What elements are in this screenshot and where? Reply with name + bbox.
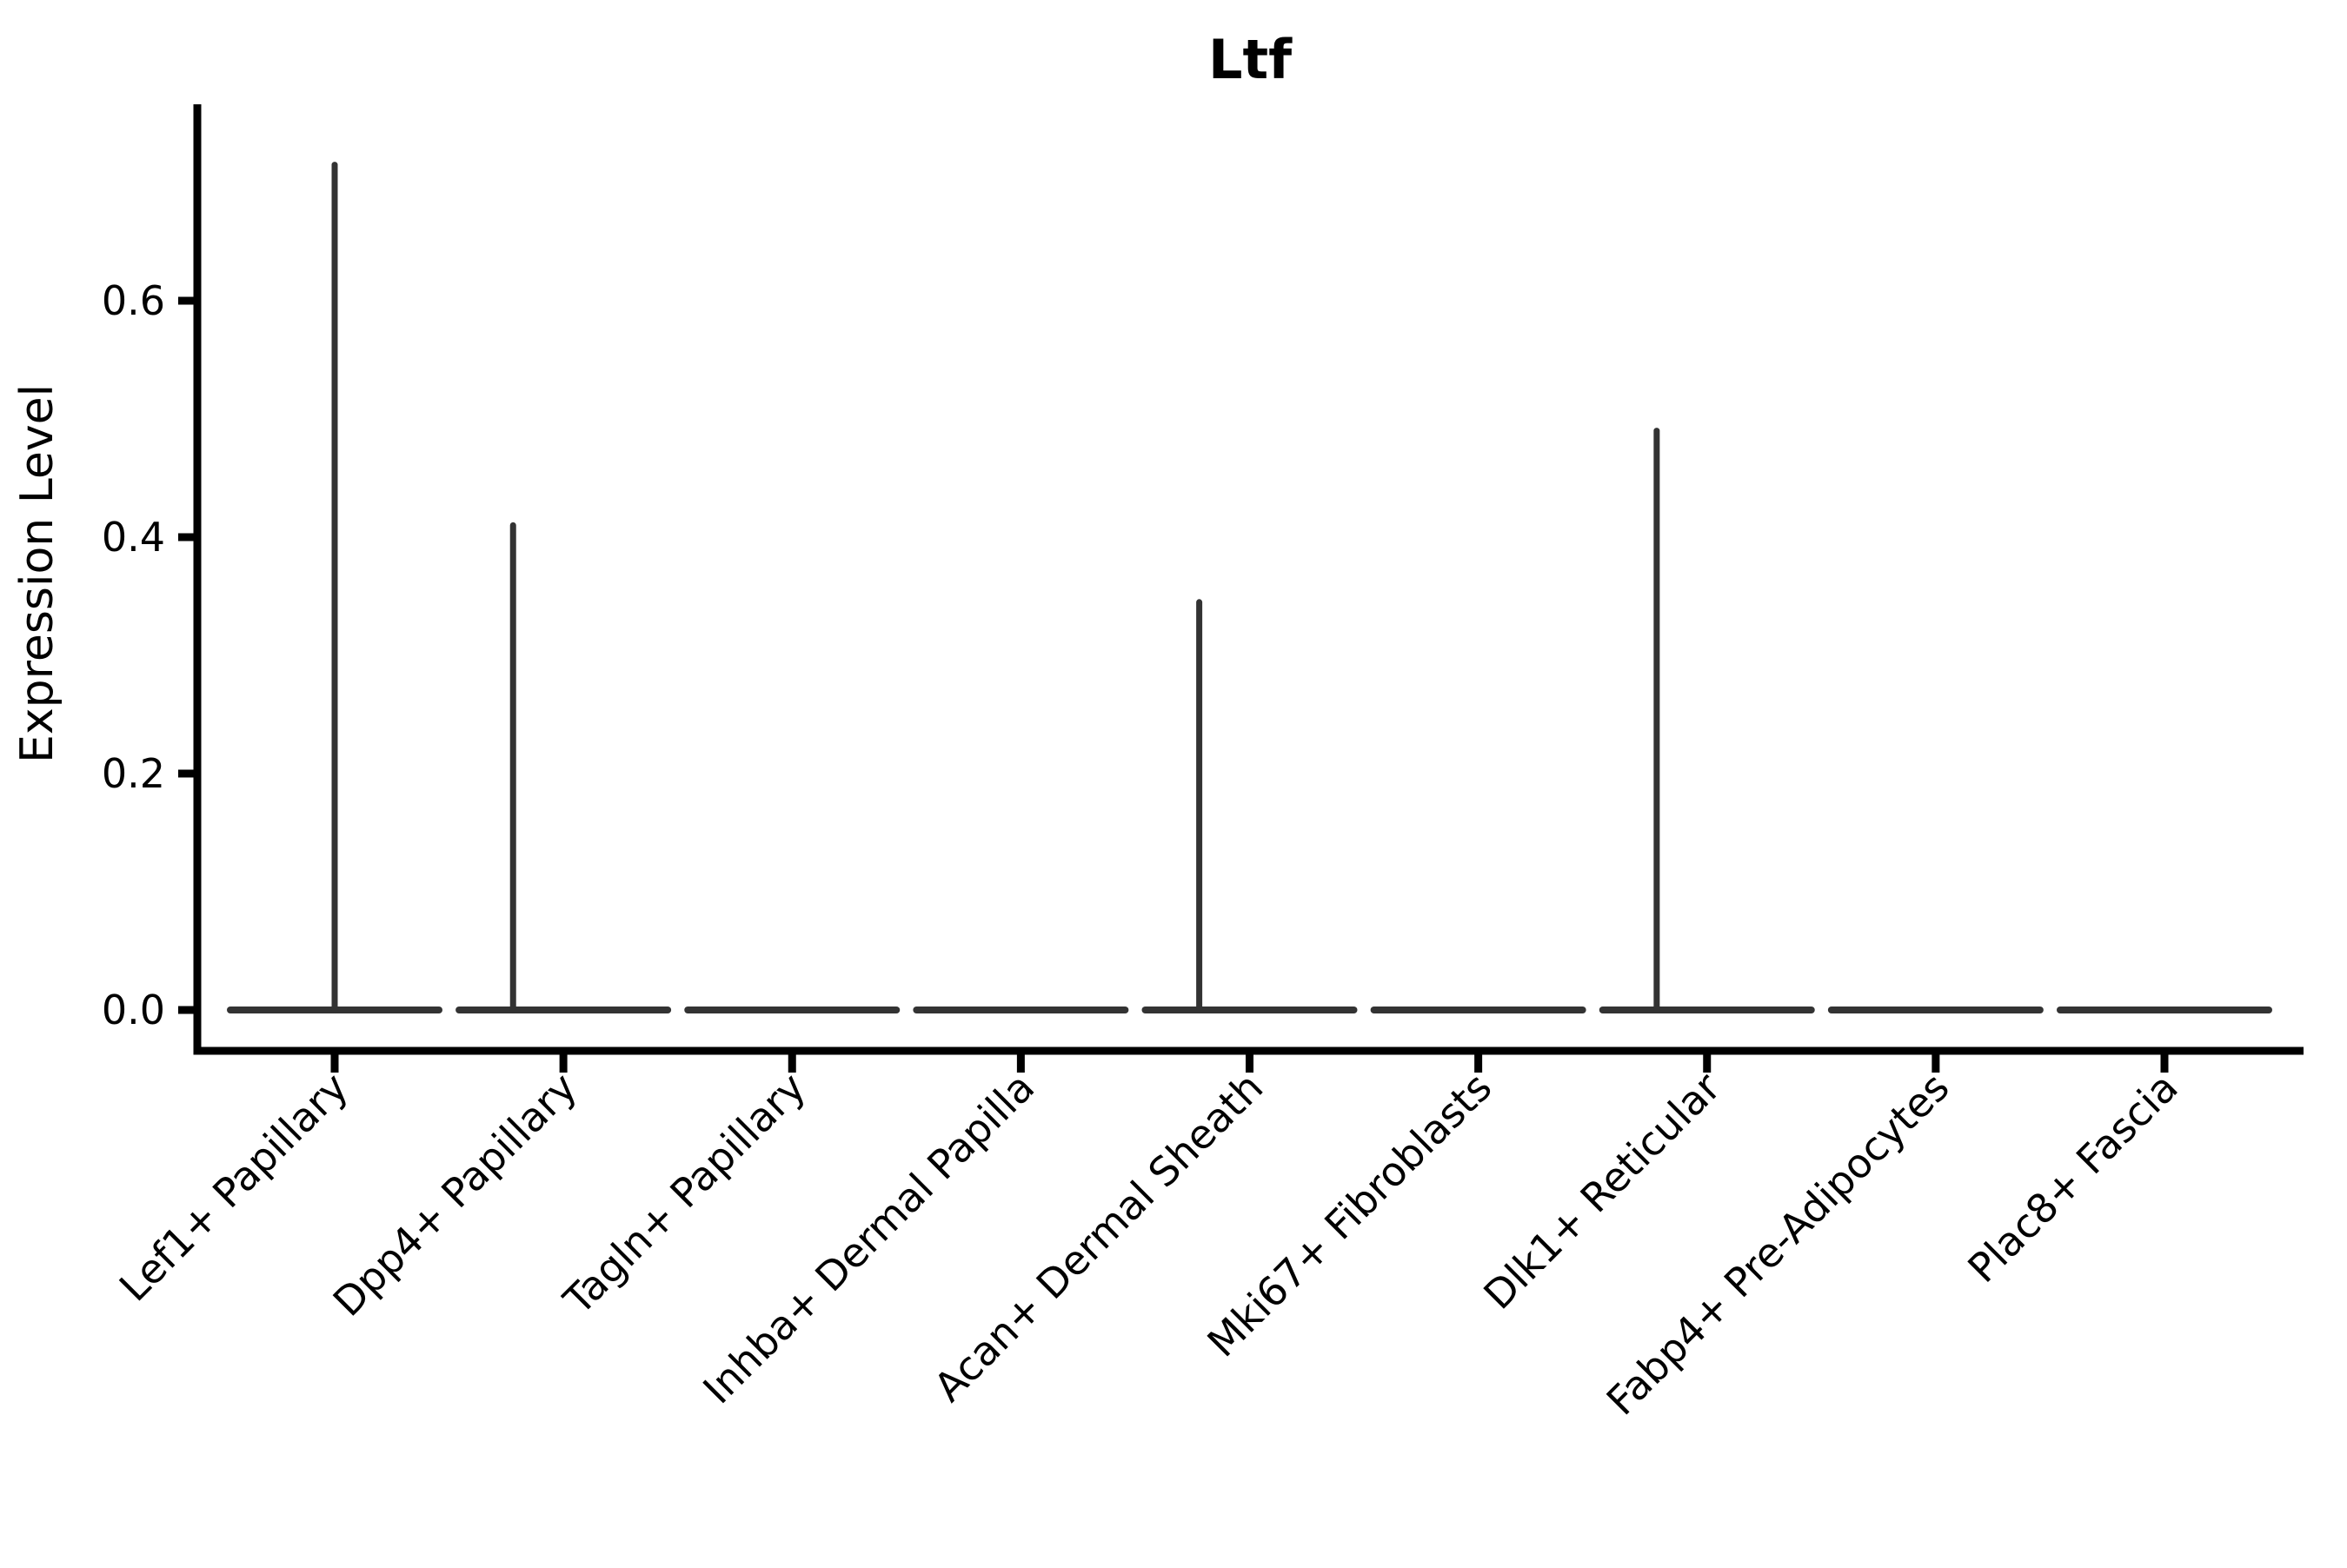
y-tick-label: 0.6	[102, 277, 165, 324]
y-tick-label: 0.0	[102, 987, 165, 1033]
axes-group	[178, 104, 2304, 1073]
x-category-label: Dpp4+ Papillary	[324, 1064, 586, 1325]
chart-title: Ltf	[1208, 28, 1293, 91]
x-category-label: Dlk1+ Reticular	[1474, 1064, 1729, 1319]
x-category-label: Lef1+ Papillary	[110, 1064, 357, 1311]
x-category-label: Plac8+ Fascia	[1958, 1064, 2186, 1292]
y-tick-label: 0.2	[102, 750, 165, 797]
violins-group	[227, 162, 2272, 1013]
y-axis-label: Expression Level	[11, 384, 63, 763]
x-category-label: Tagln+ Papillary	[554, 1064, 814, 1325]
y-tick-label: 0.4	[102, 514, 165, 561]
